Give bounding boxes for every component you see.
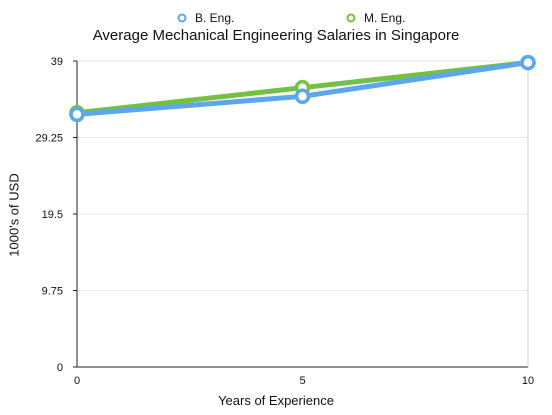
legend: B. Eng. M. Eng. [0, 11, 552, 27]
legend-item-m-eng[interactable]: M. Eng. [346, 11, 405, 25]
x-tick-label-2: 10 [522, 375, 534, 387]
x-tick-label-1: 5 [299, 375, 305, 387]
legend-item-b-eng[interactable]: B. Eng. [177, 11, 234, 25]
chart-title: Average Mechanical Engineering Salaries … [92, 27, 460, 44]
data-point-b-eng-2 [520, 54, 536, 71]
x-tick-label-0: 0 [74, 375, 80, 387]
y-tick-label-4: 39 [51, 56, 63, 68]
y-tick-label-3: 29.25 [35, 133, 63, 145]
y-tick-label-2: 19.5 [42, 209, 63, 221]
x-axis-title: Years of Experience [218, 393, 334, 408]
legend-label-m-eng: M. Eng. [364, 11, 406, 25]
y-tick-label-1: 9.75 [42, 286, 63, 298]
data-point-b-eng-1 [294, 88, 311, 105]
y-tick-label-0: 0 [57, 362, 63, 374]
legend-marker-m-eng-icon [346, 13, 356, 23]
legend-label-b-eng: B. Eng. [195, 11, 235, 25]
legend-marker-b-eng-icon [177, 13, 187, 23]
data-point-b-eng-0 [69, 106, 85, 123]
